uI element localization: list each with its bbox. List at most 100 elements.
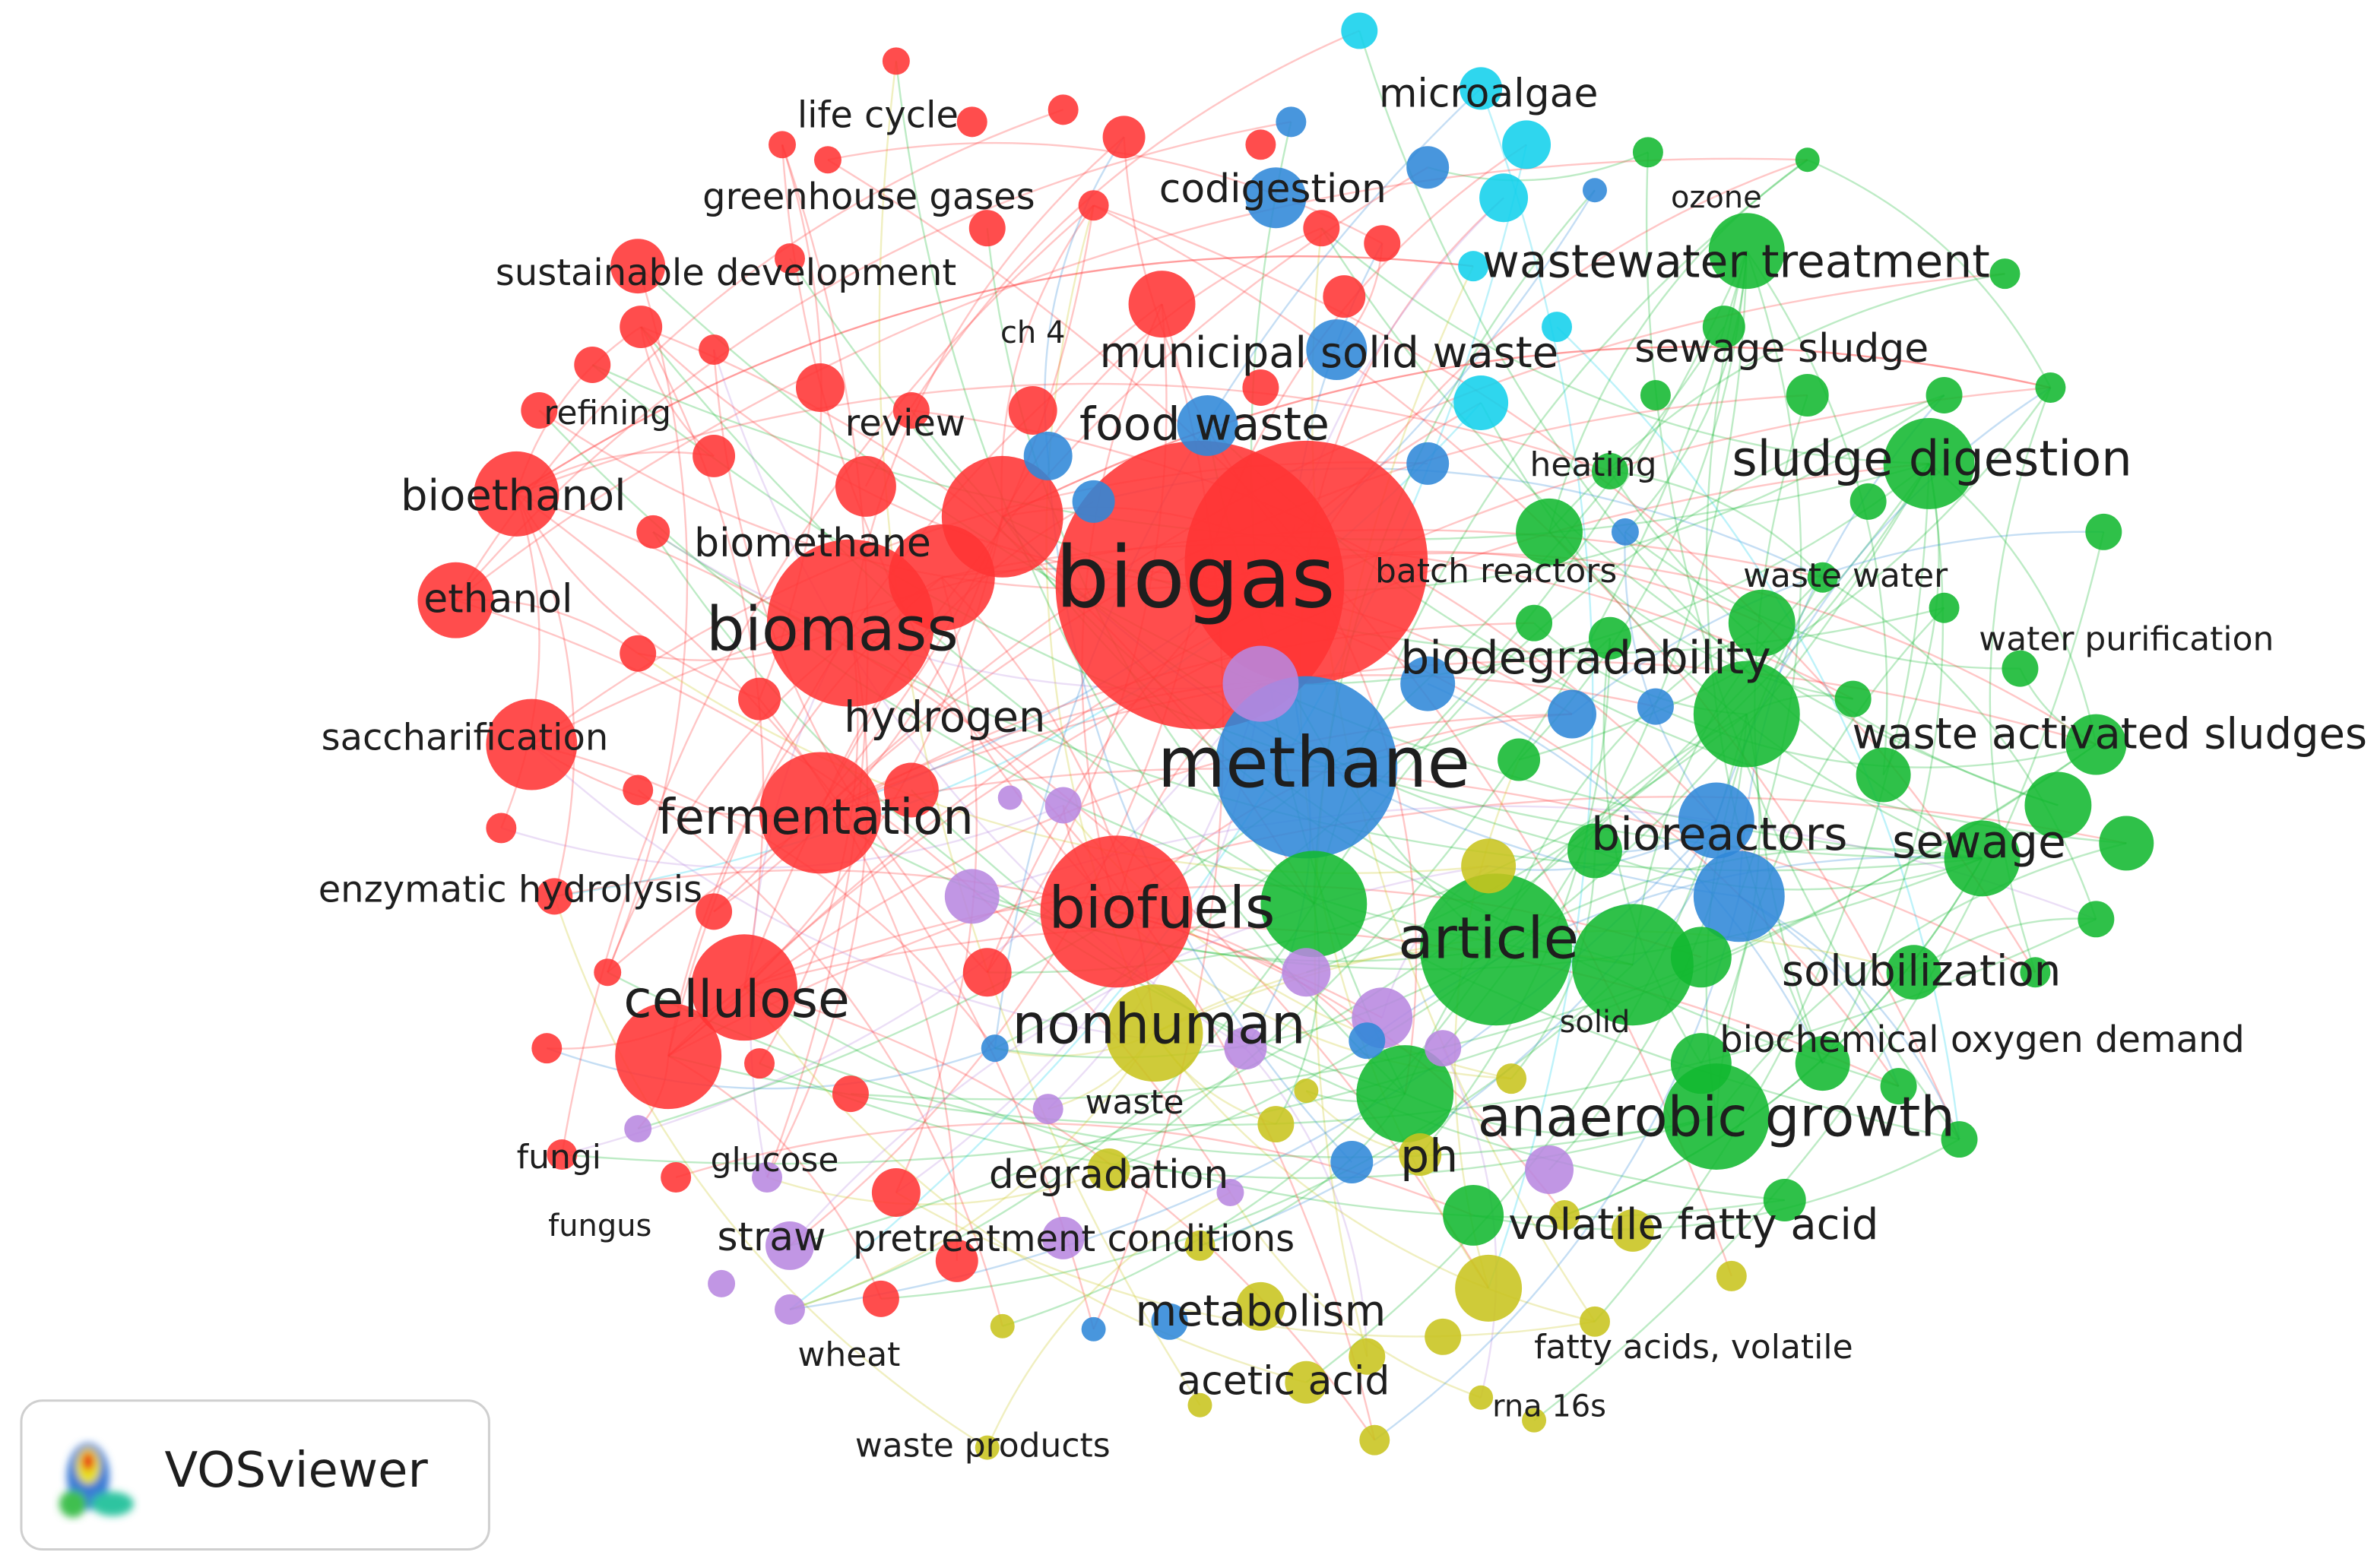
node (888, 524, 995, 631)
edge (1739, 895, 1960, 1140)
node (1670, 927, 1732, 988)
node-label: sewage (1892, 816, 2066, 869)
edge (1624, 251, 1748, 533)
node-label: biofuels (1049, 874, 1276, 941)
node (1128, 271, 1196, 338)
node (486, 813, 517, 844)
edge (515, 255, 1474, 495)
node (696, 893, 733, 930)
edge (1427, 683, 1824, 1064)
node (1242, 369, 1279, 406)
edge (515, 255, 1474, 495)
edge (1229, 1192, 1482, 1399)
node (935, 1239, 978, 1282)
node (1081, 1316, 1106, 1342)
node (2078, 901, 2115, 938)
node (417, 562, 494, 638)
edge (637, 789, 1003, 1327)
node-label: codigestion (1159, 166, 1387, 212)
node-label: wastewater treatment (1482, 236, 1990, 289)
node (1588, 616, 1631, 660)
node (1420, 873, 1573, 1026)
edge (1609, 470, 1824, 578)
node (1245, 167, 1307, 229)
node (981, 1034, 1009, 1063)
node (1542, 312, 1573, 343)
node (1548, 689, 1596, 739)
node (883, 762, 939, 818)
edge (1472, 1138, 1960, 1231)
node (990, 1313, 1015, 1338)
node (1795, 147, 1820, 173)
node-label: municipal solid waste (1100, 328, 1559, 378)
edge (640, 326, 765, 988)
node-label: straw (717, 1215, 826, 1260)
node-label: degradation (989, 1152, 1228, 1198)
node-label: ozone (1671, 180, 1762, 215)
node-label: pretreatment conditions (853, 1218, 1295, 1260)
edge (1533, 531, 2105, 1421)
edge (765, 622, 869, 1178)
node (610, 239, 666, 294)
node (975, 1435, 1000, 1460)
node (1105, 984, 1203, 1082)
edge (749, 622, 851, 1178)
node (1469, 1385, 1494, 1410)
node (1282, 948, 1331, 997)
edge (880, 964, 1634, 1300)
edge (819, 272, 2005, 814)
node (1880, 1068, 1917, 1105)
node (1929, 592, 1960, 623)
node-label: sewage sludge (1634, 326, 1929, 372)
edge (1244, 1047, 1368, 1357)
node (1453, 375, 1509, 430)
node (892, 391, 930, 429)
node (1364, 225, 1401, 262)
node (1640, 380, 1671, 410)
node-label: heating (1529, 445, 1656, 484)
node (1693, 851, 1785, 942)
logo: VOSviewer (20, 1399, 490, 1551)
node (1926, 377, 1963, 413)
node (1883, 417, 1975, 509)
edge (1594, 463, 1930, 1323)
edge (1002, 949, 1498, 1327)
edge (501, 804, 1064, 869)
node-label: solid (1560, 1005, 1631, 1040)
node (1886, 945, 1941, 1000)
node (594, 958, 622, 987)
node-label: volatile fatty acid (1508, 1200, 1878, 1250)
edge (789, 1032, 1155, 1310)
edge (895, 1191, 1596, 1338)
node (1236, 1281, 1285, 1331)
node (1349, 1338, 1386, 1375)
node (2020, 957, 2051, 988)
node (1078, 190, 1109, 221)
node-label: cellulose (623, 970, 850, 1030)
edge (1427, 151, 1649, 182)
node-label: metabolism (1136, 1287, 1387, 1336)
edge (1624, 531, 2021, 670)
edge (1108, 463, 1930, 1171)
node-label: enzymatic hydrolysis (319, 868, 702, 911)
node (547, 1139, 578, 1170)
node-label: water purification (1979, 620, 2274, 659)
node (1498, 738, 1541, 781)
node (620, 306, 663, 349)
node (1516, 498, 1583, 565)
node-label: ethanol (423, 577, 572, 622)
node-label: review (845, 402, 966, 445)
node (1023, 431, 1073, 480)
node (1048, 94, 1079, 125)
node (1356, 1045, 1454, 1143)
node (956, 106, 987, 138)
node-label: rna 16s (1492, 1389, 1606, 1424)
edge (819, 660, 2097, 814)
node (1044, 787, 1082, 824)
node (1341, 12, 1378, 49)
edge (1548, 531, 1853, 700)
edge (455, 157, 1808, 601)
node-label: waste products (855, 1427, 1111, 1465)
node (1072, 480, 1115, 523)
node (2085, 513, 2122, 550)
